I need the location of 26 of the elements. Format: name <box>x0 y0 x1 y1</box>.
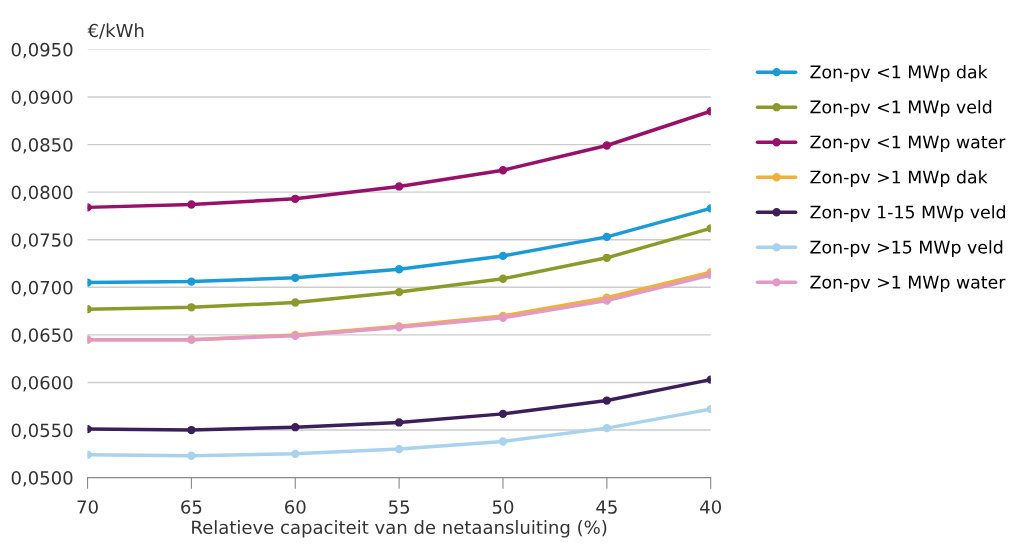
x-tick-label: 60 <box>285 500 306 514</box>
y-tick-label: 0,0550 <box>11 423 73 440</box>
x-tick-label: 70 <box>77 500 98 514</box>
y-tick-label: 0,0800 <box>11 185 73 202</box>
legend-label: Zon-pv 1-15 MWp veld <box>810 205 1005 222</box>
x-axis-title: Relatieve capaciteit van de netaansluiting (%) <box>192 520 607 538</box>
legend-label: Zon-pv <1 MWp dak <box>810 65 988 82</box>
y-tick-label: 0,0750 <box>11 233 73 249</box>
y-tick-label: 0,0850 <box>11 138 73 154</box>
legend-label: Zon-pv <1 MWp veld <box>810 100 992 117</box>
legend-label: Zon-pv <1 MWp water <box>810 135 1006 152</box>
x-tick-label: 55 <box>389 500 410 514</box>
x-tick-label: 65 <box>181 500 202 514</box>
legend-label: Zon-pv >1 MWp water <box>810 275 1006 293</box>
y-tick-label: 0,0500 <box>11 471 73 487</box>
y-tick-label: 0,0600 <box>11 375 73 392</box>
x-tick-label: 45 <box>596 500 617 514</box>
x-tick-label: 50 <box>492 500 514 514</box>
legend-label: Zon-pv >15 MWp veld <box>810 240 1003 257</box>
y-tick-label: 0,0700 <box>11 280 73 297</box>
y-axis-title: €/kWh <box>87 23 144 39</box>
y-tick-label: 0,0650 <box>11 328 73 344</box>
legend-label: Zon-pv >1 MWp dak <box>810 170 988 187</box>
y-tick-label: 0,0950 <box>11 42 73 59</box>
x-tick-label: 40 <box>700 500 721 514</box>
y-tick-label: 0,0900 <box>11 90 73 106</box>
